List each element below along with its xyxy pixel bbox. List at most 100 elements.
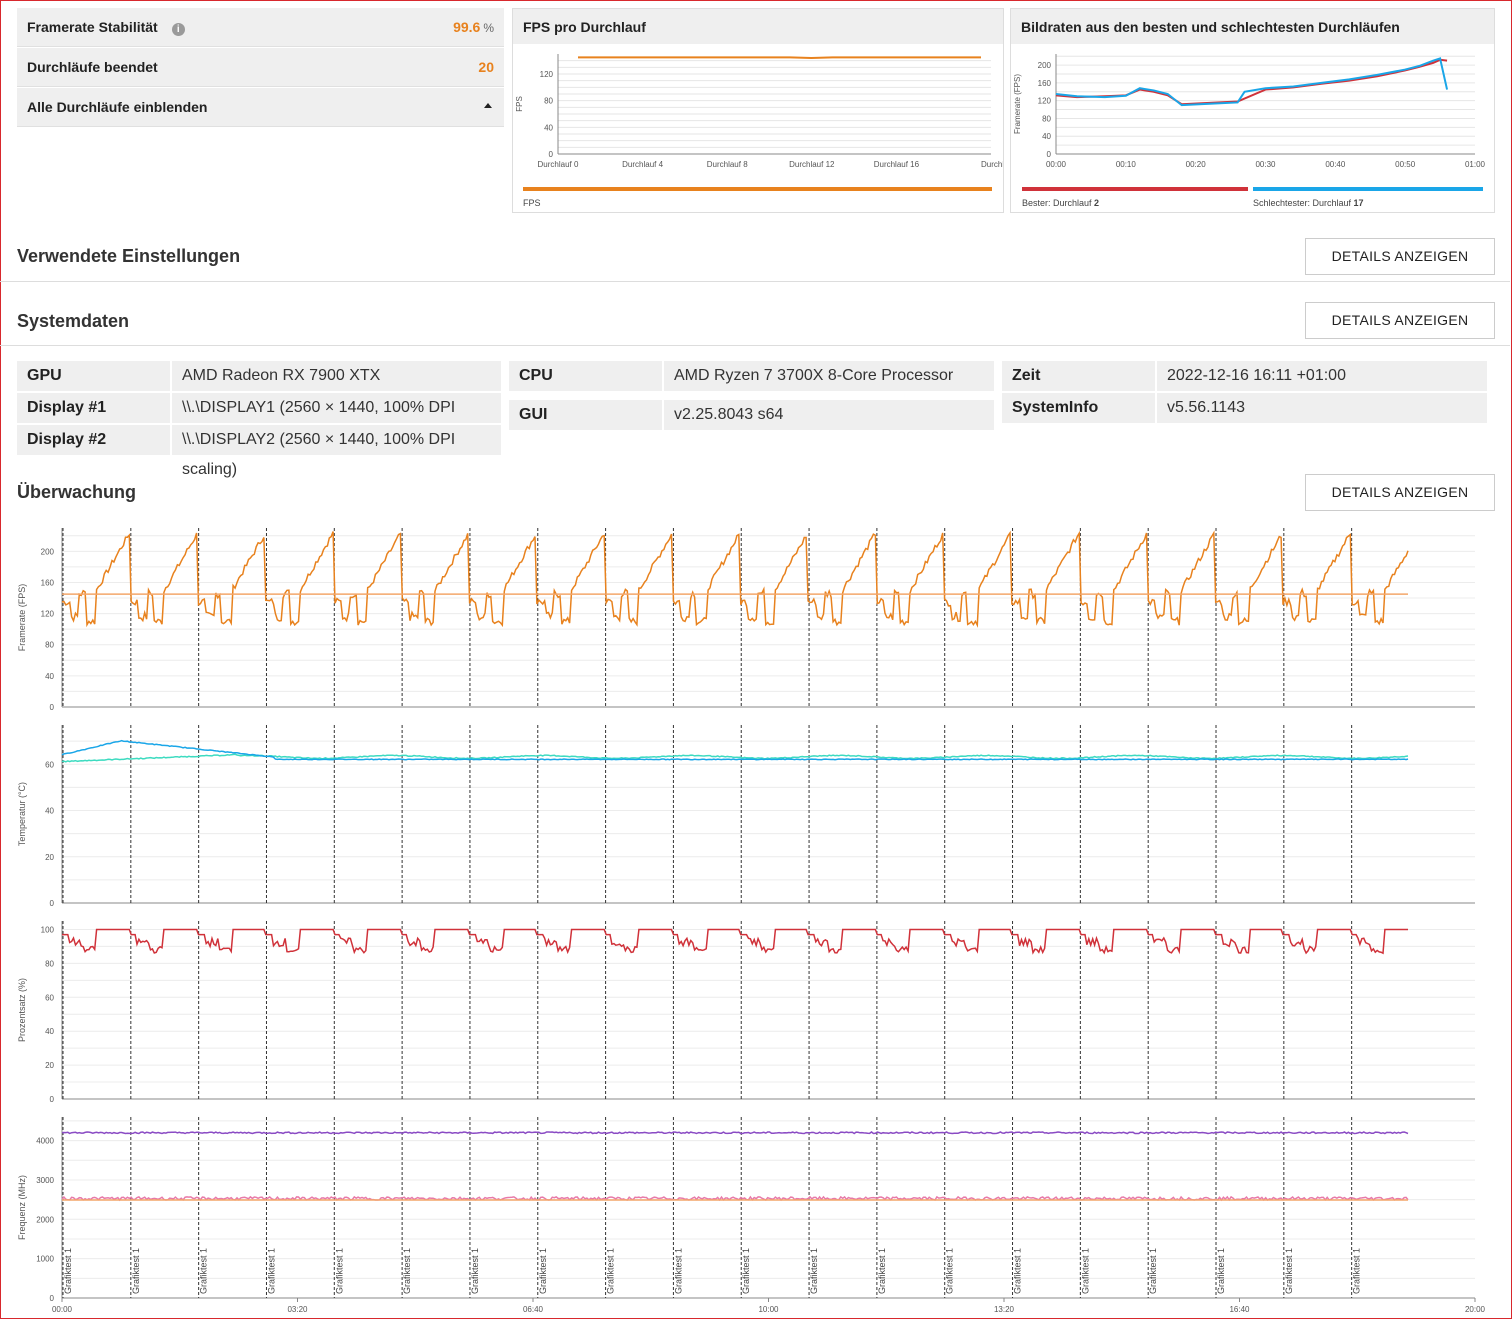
fps-series-line [578,56,981,60]
y-tick-label: 120 [540,70,554,79]
time-value: 2022-12-16 16:11 +01:00 [1157,361,1487,391]
y-tick-label: 0 [50,1294,55,1303]
y-tick-label: 40 [1042,132,1051,141]
x-tick-label: 13:20 [994,1305,1015,1314]
y-axis-label: Temperatur (°C) [17,782,27,846]
system-title: Systemdaten [17,311,130,331]
best-worst-chart: 0 40 80 120 160 200 00:00 00:10 00:20 00:30 00:40 0… [1013,54,1486,169]
run-marker-label: Grafiktest 1 [673,1248,683,1294]
fps-legend-bar [523,187,992,191]
divider [0,345,1510,346]
x-tick-label: Durchlauf 16 [874,160,920,169]
stability-label: Framerate Stabilität [27,19,158,35]
y-tick-label: 120 [1038,97,1052,106]
runs-label: Durchläufe beendet [27,59,158,75]
info-icon[interactable]: i [171,23,185,36]
display2-key: Display #2 [17,425,170,455]
fps-legend-label: FPS [523,198,541,208]
run-marker-label: Grafiktest 1 [538,1248,548,1294]
y-tick-label: 80 [45,959,54,968]
run-marker-label: Grafiktest 1 [131,1248,141,1294]
gpu-key: GPU [17,361,170,391]
stability-value: 99.6 [453,19,481,35]
y-tick-label: 200 [41,547,55,556]
gui-value: v2.25.8043 s64 [664,400,994,430]
stability-unit: % [483,21,494,35]
x-tick-label: 00:20 [1186,160,1207,169]
toggle-label[interactable]: Alle Durchläufe einblenden [27,99,208,115]
frequency-line [61,1131,1409,1135]
y-tick-label: 160 [41,578,55,587]
y-tick-label: 120 [41,610,55,619]
runs-value: 20 [478,59,494,75]
y-tick-label: 0 [50,899,55,908]
x-tick-label: 20:00 [1465,1305,1486,1314]
x-tick-label: 00:00 [1046,160,1067,169]
run-marker-label: Grafiktest 1 [606,1248,616,1294]
run-marker-label: Grafiktest 1 [877,1248,887,1294]
monitoring-details-button[interactable]: DETAILS ANZEIGEN [1305,474,1495,511]
run-marker-label: Grafiktest 1 [1216,1248,1226,1294]
x-tick-label: 00:40 [1325,160,1346,169]
run-marker-label: Grafiktest 1 [741,1248,751,1294]
y-tick-label: 40 [45,1027,54,1036]
framerate-line [61,530,1409,628]
run-marker-label: Grafiktest 1 [266,1248,276,1294]
y-tick-label: 60 [45,993,54,1002]
x-tick-label: 00:00 [52,1305,73,1314]
x-tick-label: 03:20 [287,1305,308,1314]
y-tick-label: 200 [1038,61,1052,70]
y-tick-label: 0 [1047,150,1052,159]
display1-value: \\.\DISPLAY1 (2560 × 1440, 100% DPI scal… [172,393,501,446]
x-tick-label: Durchlauf 12 [789,160,835,169]
y-axis-label: Framerate (FPS) [17,584,27,652]
x-tick-label: Durchlauf 4 [622,160,663,169]
y-axis-label: Prozentsatz (%) [17,978,27,1042]
x-tick-label: 00:30 [1255,160,1276,169]
run-marker-label: Grafiktest 1 [1284,1248,1294,1294]
worst-legend-label: Schlechtester: Durchlauf 17 [1253,198,1364,208]
best-worst-card: Bildraten aus den besten und schlechtest… [1010,8,1495,213]
y-tick-label: 80 [45,641,54,650]
fps-card-title: FPS pro Durchlauf [523,19,646,35]
x-tick-label: Durchlauf 0 [538,160,579,169]
x-tick-label: 10:00 [758,1305,779,1314]
worst-series-line [1055,57,1449,107]
caret-up-icon[interactable] [484,103,492,108]
x-tick-label: 06:40 [523,1305,544,1314]
worst-legend-bar [1253,187,1483,191]
show-all-runs-toggle[interactable]: Alle Durchläufe einblenden [17,88,504,127]
run-marker-label: Grafiktest 1 [470,1248,480,1294]
y-tick-label: 0 [50,703,55,712]
temperature-b-line [61,753,1409,763]
x-tick-label: 16:40 [1229,1305,1250,1314]
x-tick-label: Durchlauf 8 [707,160,748,169]
x-tick-label: 00:50 [1395,160,1416,169]
y-tick-label: 40 [544,123,553,132]
y-tick-label: 80 [544,97,553,106]
run-marker-label: Grafiktest 1 [334,1248,344,1294]
display2-value: \\.\DISPLAY2 (2560 × 1440, 100% DPI scal… [172,425,501,478]
run-marker-label: Grafiktest 1 [809,1248,819,1294]
y-tick-label: 2000 [36,1215,54,1224]
best-legend-label: Bester: Durchlauf 2 [1022,198,1099,208]
settings-details-button[interactable]: DETAILS ANZEIGEN [1305,238,1495,275]
run-marker-label: Grafiktest 1 [1013,1248,1023,1294]
best-series-line [1055,58,1448,106]
y-tick-label: 20 [45,1061,54,1070]
fps-per-run-card: FPS pro Durchlauf 0 40 80 120 Durchlauf 0 Dur… [512,8,1004,213]
utilization-line [62,928,1408,955]
y-tick-label: 40 [45,807,54,816]
best-worst-title: Bildraten aus den besten und schlechtest… [1021,19,1400,35]
run-marker-label: Grafiktest 1 [199,1248,209,1294]
monitoring-title: Überwachung [17,482,137,502]
best-label-text: Bester: Durchlauf [1022,198,1095,208]
worst-run-value: 17 [1353,198,1364,208]
monitoring-chart: 0 40 80 120 160 200 Framerate (FPS) 0 20 40 60 Temp… [17,528,1486,1314]
run-marker-label: Grafiktest 1 [1148,1248,1158,1294]
y-tick-label: 100 [41,925,55,934]
x-tick-label: Durchlauf 2 [981,160,1003,169]
y-tick-label: 0 [50,1095,55,1104]
x-tick-label: 01:00 [1465,160,1486,169]
system-details-button[interactable]: DETAILS ANZEIGEN [1305,302,1495,339]
